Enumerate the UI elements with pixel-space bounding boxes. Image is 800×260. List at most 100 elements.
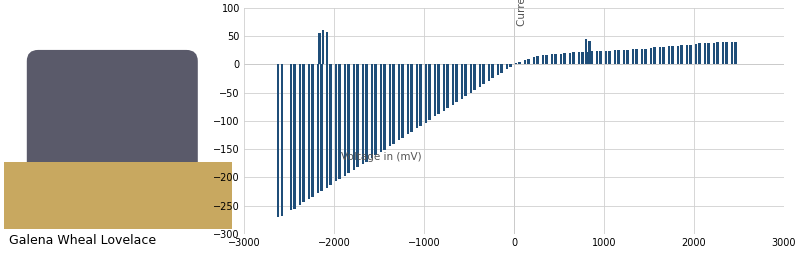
Bar bbox=[506, 64, 508, 69]
Bar bbox=[347, 64, 350, 173]
Bar bbox=[455, 64, 458, 102]
Bar bbox=[497, 64, 499, 75]
Bar bbox=[626, 50, 629, 64]
Bar bbox=[446, 64, 449, 108]
Bar bbox=[491, 64, 494, 79]
Bar bbox=[329, 64, 332, 185]
Bar bbox=[569, 53, 571, 64]
Bar bbox=[689, 44, 692, 64]
Bar bbox=[677, 46, 679, 64]
Bar bbox=[392, 64, 394, 144]
Bar bbox=[482, 64, 485, 84]
Bar bbox=[608, 51, 610, 64]
Bar bbox=[509, 64, 512, 67]
Bar bbox=[703, 43, 706, 64]
Bar bbox=[281, 64, 283, 216]
Bar bbox=[293, 64, 296, 209]
Bar bbox=[451, 64, 454, 105]
Bar bbox=[318, 33, 321, 64]
Bar bbox=[389, 64, 391, 146]
Bar bbox=[514, 63, 517, 64]
Bar bbox=[343, 64, 346, 176]
Bar bbox=[401, 64, 404, 138]
Bar bbox=[578, 52, 580, 64]
Bar bbox=[694, 44, 697, 64]
Bar bbox=[406, 64, 409, 134]
Bar bbox=[326, 64, 328, 188]
Bar bbox=[671, 46, 674, 64]
Bar bbox=[290, 64, 292, 210]
Bar bbox=[326, 32, 328, 64]
Bar bbox=[545, 55, 548, 64]
Bar bbox=[307, 64, 310, 199]
Bar bbox=[277, 64, 279, 217]
Bar bbox=[383, 64, 386, 150]
Bar bbox=[334, 64, 337, 181]
Bar bbox=[631, 49, 634, 64]
Bar bbox=[487, 64, 490, 81]
Bar bbox=[365, 64, 368, 162]
Bar bbox=[322, 35, 325, 64]
Bar bbox=[356, 64, 358, 167]
Bar bbox=[599, 51, 602, 64]
Bar bbox=[437, 64, 440, 114]
Bar bbox=[370, 64, 373, 158]
Bar bbox=[662, 47, 665, 64]
Bar bbox=[428, 64, 430, 120]
Bar bbox=[338, 64, 341, 179]
Bar bbox=[415, 64, 418, 128]
Bar bbox=[563, 53, 566, 64]
Text: Voltage in (mV): Voltage in (mV) bbox=[341, 152, 422, 162]
Bar bbox=[716, 42, 718, 64]
Bar bbox=[4, 162, 232, 229]
Bar bbox=[322, 30, 325, 64]
Bar bbox=[533, 57, 535, 64]
Bar bbox=[419, 64, 422, 126]
Bar bbox=[686, 44, 688, 64]
Bar bbox=[590, 51, 593, 64]
Bar bbox=[658, 47, 661, 64]
Bar bbox=[442, 64, 445, 111]
Bar bbox=[617, 50, 620, 64]
Bar bbox=[550, 54, 553, 64]
Text: Galena Wheal Lovelace: Galena Wheal Lovelace bbox=[10, 234, 157, 247]
Bar bbox=[317, 64, 319, 193]
Bar bbox=[614, 50, 616, 64]
Bar bbox=[722, 42, 724, 64]
Bar bbox=[353, 64, 355, 170]
Bar bbox=[523, 60, 526, 64]
Bar bbox=[461, 64, 463, 99]
FancyBboxPatch shape bbox=[26, 50, 198, 184]
Bar bbox=[425, 64, 427, 123]
Bar bbox=[554, 54, 557, 64]
Bar bbox=[698, 43, 701, 64]
Text: Current out (mA): Current out (mA) bbox=[517, 0, 526, 26]
Bar bbox=[542, 55, 544, 64]
Bar bbox=[398, 64, 400, 140]
Bar bbox=[298, 64, 301, 205]
Bar bbox=[302, 64, 305, 202]
Bar bbox=[518, 62, 521, 64]
Bar bbox=[311, 64, 314, 197]
Bar bbox=[644, 49, 646, 64]
Bar bbox=[622, 50, 625, 64]
Bar bbox=[470, 64, 472, 93]
Bar bbox=[500, 64, 502, 73]
Bar bbox=[572, 53, 574, 64]
Bar bbox=[605, 51, 607, 64]
Bar bbox=[536, 56, 538, 64]
Bar bbox=[379, 64, 382, 152]
Bar bbox=[653, 47, 656, 64]
Bar bbox=[667, 46, 670, 64]
Bar bbox=[478, 64, 481, 87]
Bar bbox=[527, 59, 530, 64]
Bar bbox=[730, 42, 733, 64]
Bar bbox=[595, 51, 598, 64]
Bar bbox=[410, 64, 413, 132]
Bar bbox=[362, 64, 364, 164]
Bar bbox=[320, 64, 322, 191]
Bar bbox=[434, 64, 436, 116]
Bar bbox=[635, 49, 638, 64]
Bar bbox=[641, 49, 643, 64]
Bar bbox=[707, 43, 710, 64]
